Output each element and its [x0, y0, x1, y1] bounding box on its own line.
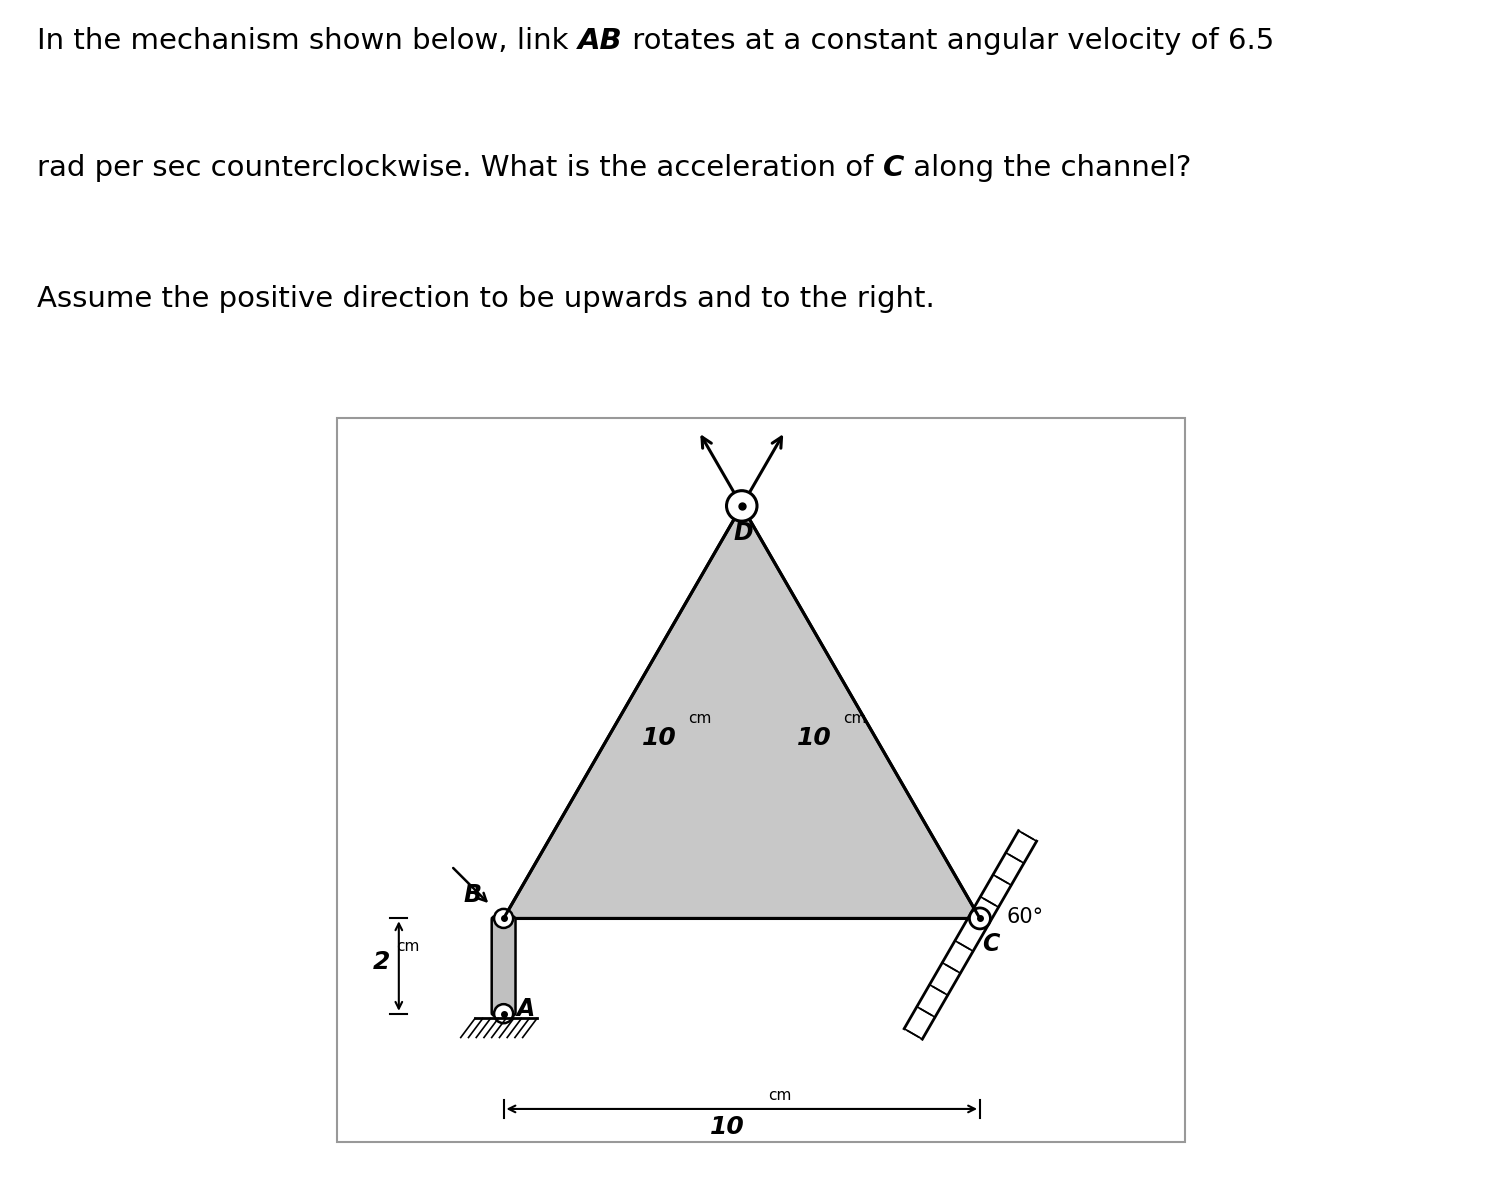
Text: cm: cm: [843, 710, 866, 726]
Text: D: D: [733, 521, 752, 545]
Text: 2: 2: [372, 951, 390, 975]
Circle shape: [495, 909, 513, 928]
Circle shape: [970, 908, 991, 929]
Text: B: B: [463, 883, 481, 907]
Polygon shape: [504, 506, 980, 919]
Text: cm: cm: [767, 1088, 791, 1103]
FancyBboxPatch shape: [492, 916, 516, 1015]
Text: AB: AB: [578, 26, 623, 55]
Text: cm: cm: [396, 939, 420, 953]
Bar: [337, 419, 1185, 1142]
Text: 10: 10: [642, 726, 676, 750]
Text: 10: 10: [797, 726, 831, 750]
Text: 60°: 60°: [1006, 908, 1043, 927]
Circle shape: [727, 490, 757, 521]
Text: cm: cm: [688, 710, 712, 726]
Text: C: C: [884, 154, 904, 182]
Text: Assume the positive direction to be upwards and to the right.: Assume the positive direction to be upwa…: [37, 285, 936, 312]
Text: A: A: [517, 997, 535, 1021]
Text: along the channel?: along the channel?: [904, 154, 1192, 182]
Text: 10: 10: [711, 1115, 745, 1139]
Text: C: C: [982, 932, 1000, 956]
Circle shape: [495, 1005, 513, 1024]
Text: In the mechanism shown below, link: In the mechanism shown below, link: [37, 26, 578, 55]
Text: rad per sec counterclockwise. What is the acceleration of: rad per sec counterclockwise. What is th…: [37, 154, 884, 182]
Text: rotates at a constant angular velocity of 6.5: rotates at a constant angular velocity o…: [623, 26, 1274, 55]
